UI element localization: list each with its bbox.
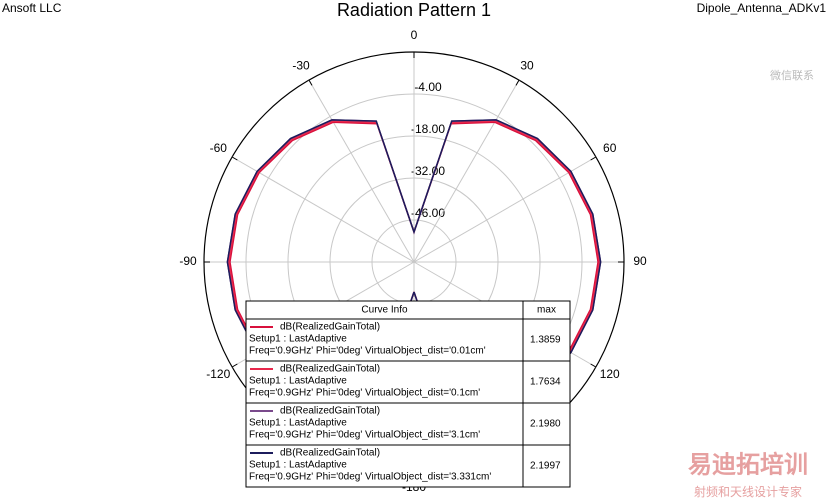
- r-tick-label: -46.00: [411, 206, 445, 220]
- legend-setup: Setup1 : LastAdaptive: [249, 334, 347, 345]
- grid-spoke: [413, 79, 520, 263]
- project-name: Dipole_Antenna_ADKv1: [697, 1, 827, 15]
- legend-box: [245, 300, 571, 488]
- legend-header: Curve Info: [361, 305, 408, 316]
- legend-setup: Setup1 : LastAdaptive: [249, 376, 347, 387]
- r-tick-label: -32.00: [411, 164, 445, 178]
- chart-title: Radiation Pattern 1: [337, 0, 491, 20]
- legend-max: 2.1997: [530, 461, 561, 472]
- angle-tick: [231, 363, 238, 368]
- legend-max: 1.7634: [530, 377, 561, 388]
- angle-tick-label: -30: [292, 58, 310, 72]
- legend-params: Freq='0.9GHz' Phi='0deg' VirtualObject_d…: [249, 388, 480, 399]
- angle-tick: [308, 79, 313, 86]
- angle-tick-label: -90: [179, 254, 197, 268]
- angle-tick: [590, 156, 597, 161]
- grid-spoke: [308, 79, 415, 263]
- legend-name: dB(RealizedGainTotal): [280, 364, 380, 375]
- r-tick-label: -18.00: [411, 122, 445, 136]
- company: Ansoft LLC: [2, 1, 62, 15]
- watermark: 微信联系: [770, 68, 814, 82]
- angle-tick: [515, 79, 520, 86]
- legend-header: max: [537, 305, 556, 316]
- angle-tick: [231, 156, 238, 161]
- legend-params: Freq='0.9GHz' Phi='0deg' VirtualObject_d…: [249, 472, 491, 483]
- legend-params: Freq='0.9GHz' Phi='0deg' VirtualObject_d…: [249, 346, 486, 357]
- legend-params: Freq='0.9GHz' Phi='0deg' VirtualObject_d…: [249, 430, 480, 441]
- legend-name: dB(RealizedGainTotal): [280, 406, 380, 417]
- grid-spoke: [413, 156, 597, 263]
- r-tick-label: -4.00: [414, 80, 442, 94]
- angle-tick: [590, 363, 597, 368]
- legend-name: dB(RealizedGainTotal): [280, 448, 380, 459]
- legend: Curve Info maxdB(RealizedGainTotal)Setup1…: [245, 300, 571, 488]
- legend-max: 1.3859: [530, 335, 561, 346]
- angle-tick-label: 0: [411, 28, 418, 42]
- legend-setup: Setup1 : LastAdaptive: [249, 418, 347, 429]
- angle-tick-label: 90: [633, 254, 647, 268]
- legend-setup: Setup1 : LastAdaptive: [249, 460, 347, 471]
- watermark: 易迪拓培训: [688, 450, 808, 478]
- angle-tick-label: -60: [210, 141, 228, 155]
- angle-tick-label: 60: [603, 141, 617, 155]
- legend-name: dB(RealizedGainTotal): [280, 322, 380, 333]
- watermark: 射频和天线设计专家: [694, 484, 802, 499]
- angle-tick-label: 30: [520, 58, 534, 72]
- angle-tick-label: -120: [206, 367, 230, 381]
- angle-tick-label: 120: [600, 367, 620, 381]
- grid-spoke: [231, 156, 415, 263]
- legend-max: 2.1980: [530, 419, 561, 430]
